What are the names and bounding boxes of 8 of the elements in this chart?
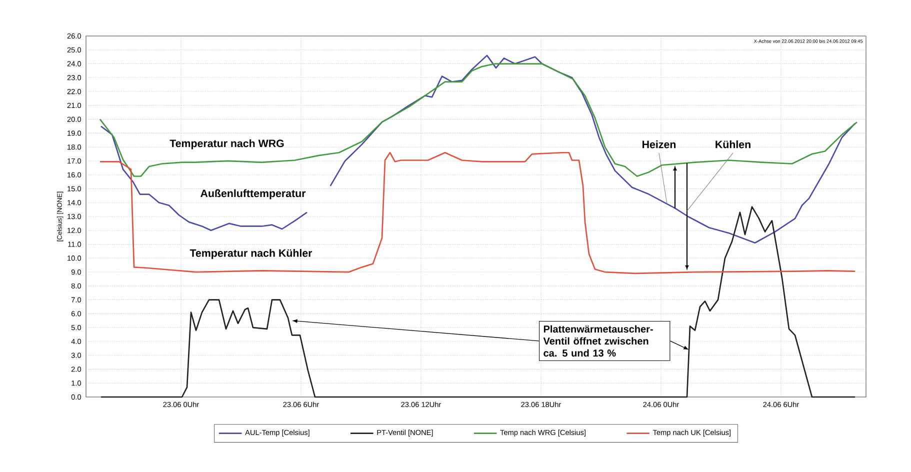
annotation: Kühlen (716, 140, 750, 148)
annotation: Heizen (642, 140, 676, 148)
annotation: Außenlufttemperatur (200, 189, 306, 200)
annotation: Plattenwärmetauscher-Ventil öffnet zwischen ca. 5 und 13 % (543, 325, 653, 357)
annotation: Temperatur nach WRG (170, 139, 284, 150)
annotation: Temperatur nach Kühler (190, 249, 312, 259)
line-series (99, 152, 856, 274)
line-series (100, 206, 856, 398)
